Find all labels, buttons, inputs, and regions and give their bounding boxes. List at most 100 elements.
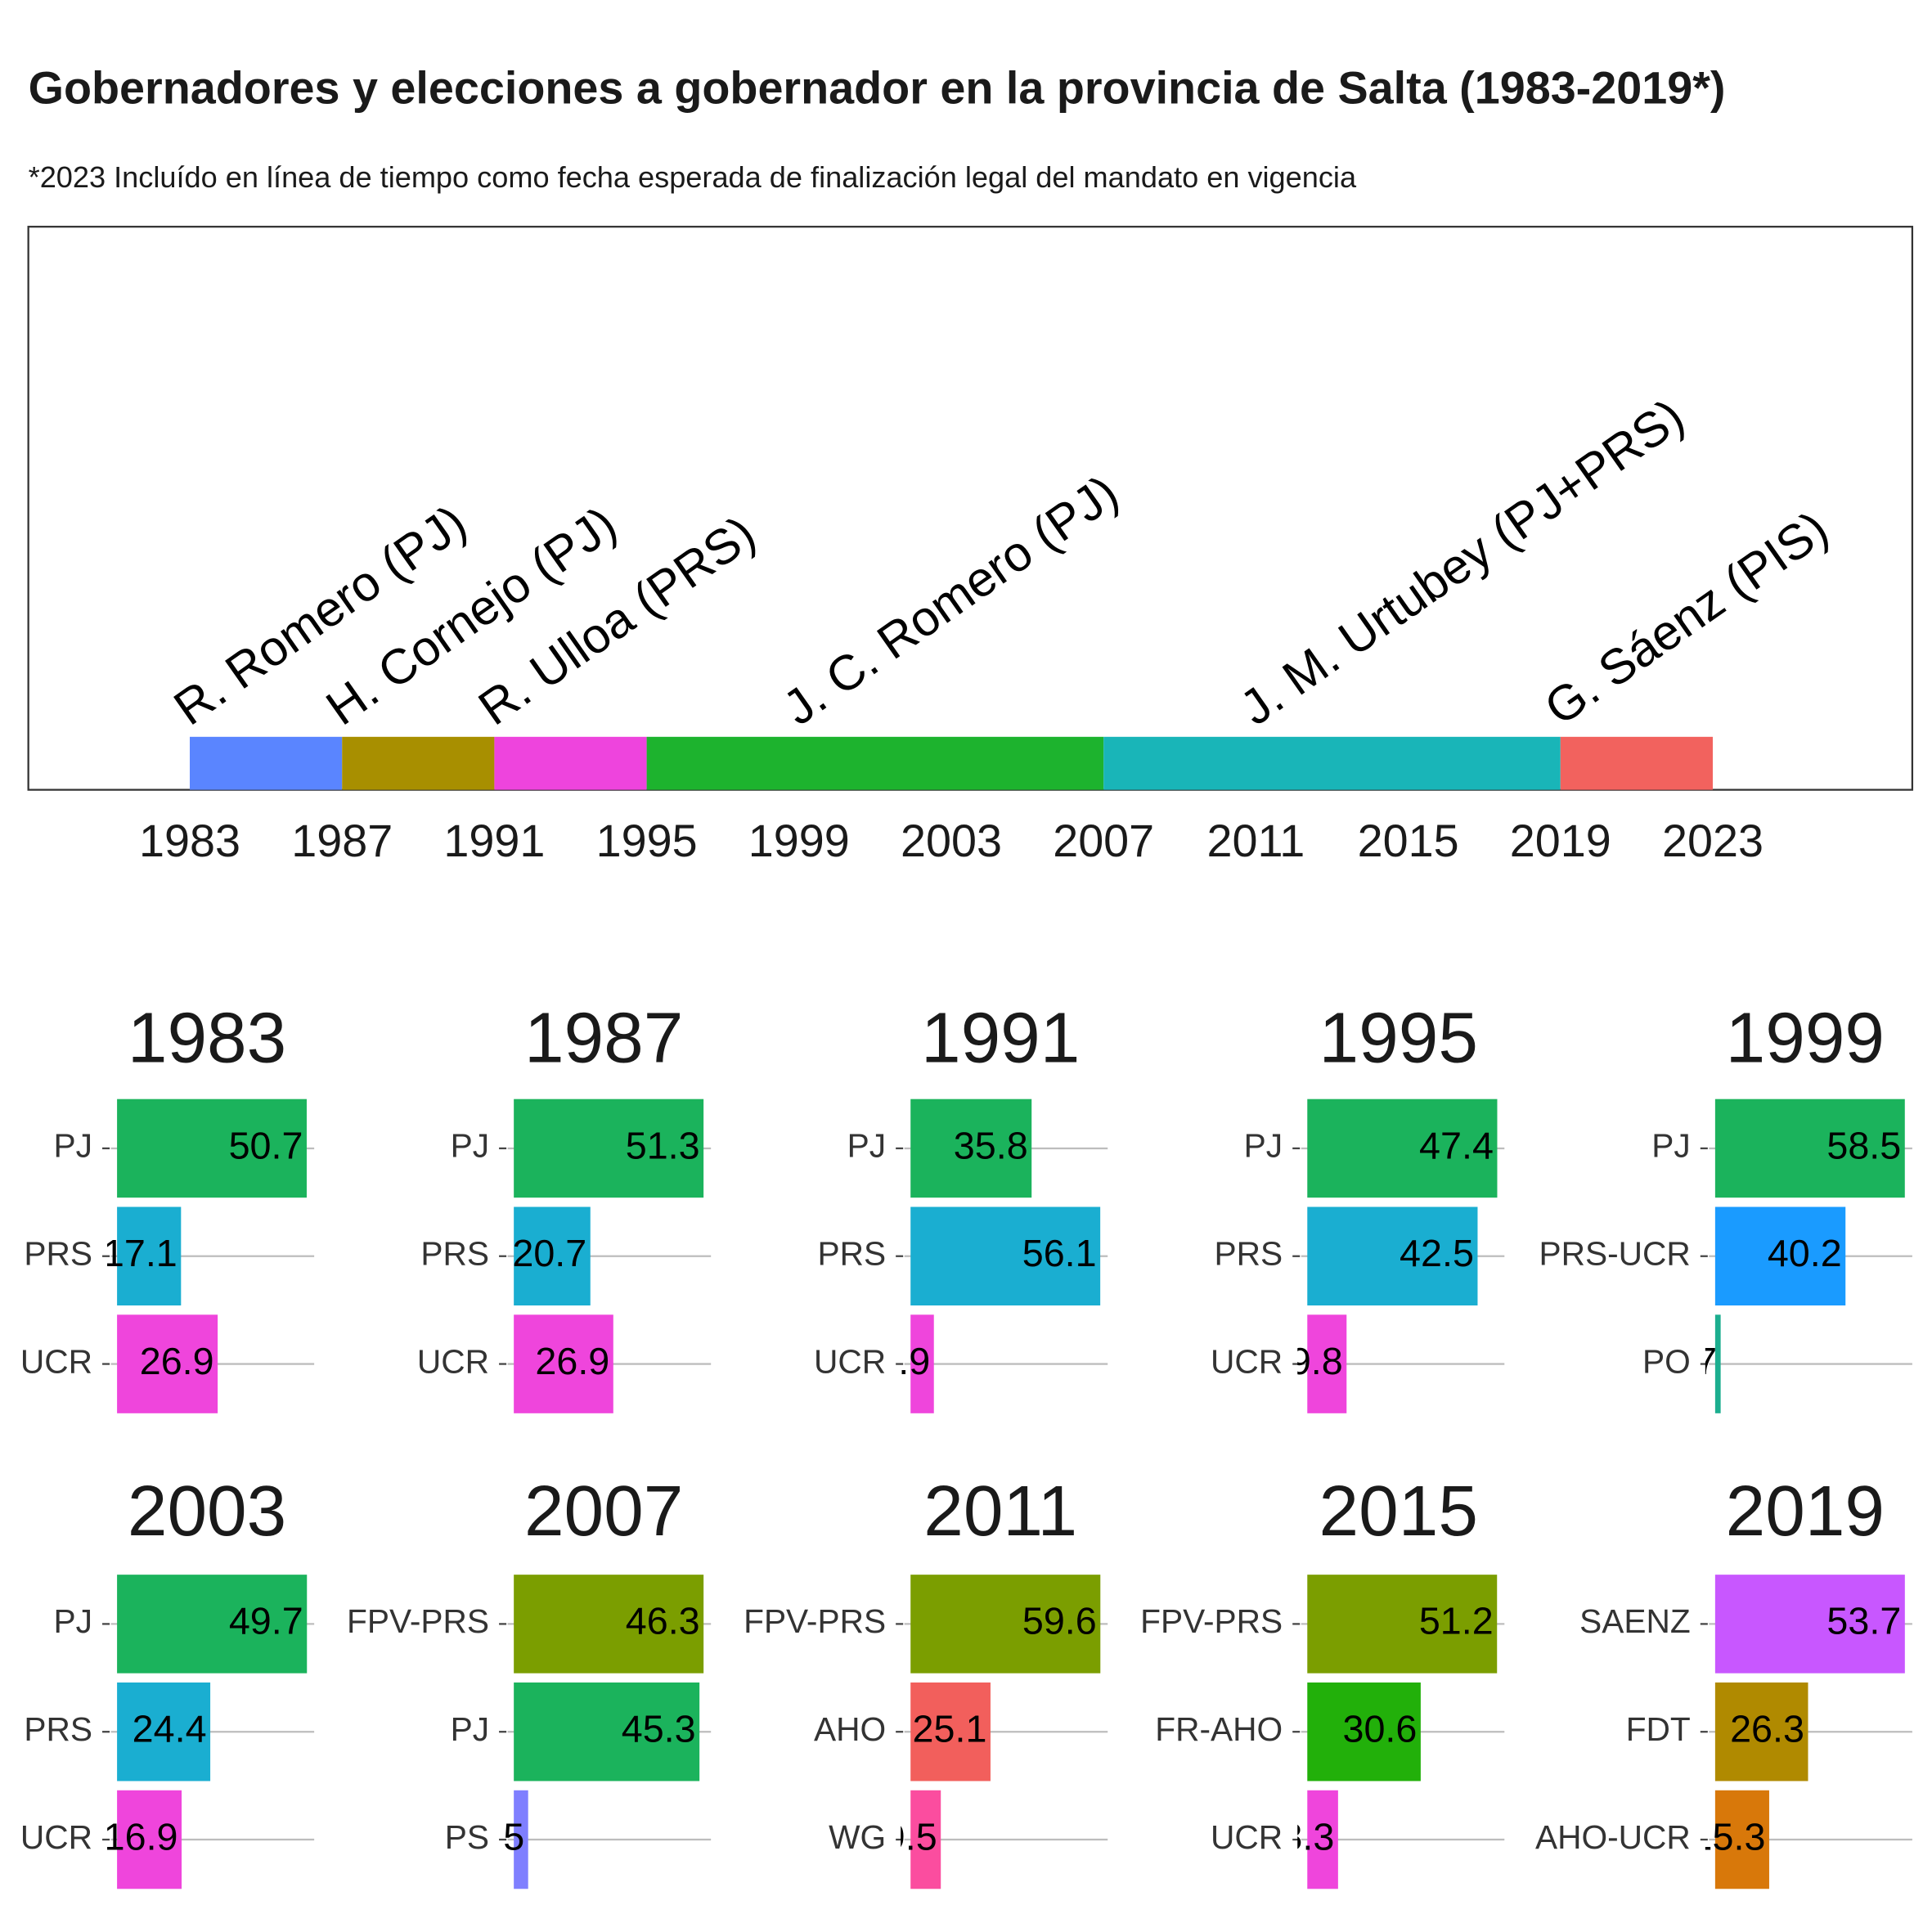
- category-label: UCR: [1211, 1342, 1283, 1380]
- bar: [117, 1314, 218, 1413]
- term-bar: [342, 736, 495, 790]
- bar: [1714, 1575, 1905, 1674]
- bar: [1307, 1575, 1498, 1674]
- small-multiple: 1987 PJ 51.3 PRS 20.7 UCR 26.9: [417, 997, 712, 1413]
- value-label: 26.3: [1730, 1708, 1804, 1750]
- chart-subtitle: *2023 Incluído en línea de tiempo como f…: [29, 160, 1357, 194]
- small-multiple: 1999 PJ 58.5 PRS-UCR 40.2 PO1.7: [1539, 997, 1912, 1413]
- x-tick-label: 1983: [139, 815, 240, 866]
- small-multiple: 2011 FPV-PRS 59.6 AHO 25.1 WG9.5: [744, 1471, 1108, 1889]
- bar: [1714, 1790, 1769, 1889]
- panel-title: 2015: [1319, 1471, 1478, 1551]
- category-label: UCR: [20, 1818, 92, 1856]
- value-label: 58.5: [1826, 1124, 1901, 1166]
- bar: [910, 1790, 941, 1889]
- small-multiple: 2003 PJ 49.7 PRS 24.4 UCR 16.9: [20, 1471, 315, 1889]
- value-label: 3.5: [471, 1815, 524, 1858]
- value-label: 51.2: [1419, 1600, 1494, 1642]
- value-label: 53.7: [1826, 1600, 1901, 1642]
- category-label: FDT: [1626, 1710, 1691, 1748]
- panel-title: 2007: [524, 1471, 683, 1551]
- value-label: 26.9: [535, 1340, 609, 1382]
- value-label: 16.9: [104, 1815, 178, 1858]
- term-bar: [494, 736, 647, 790]
- category-label: FPV-PRS: [1140, 1602, 1283, 1640]
- bar: [117, 1099, 307, 1198]
- category-label: WG: [829, 1818, 886, 1856]
- bar: [910, 1314, 934, 1413]
- x-tick-label: 2019: [1510, 815, 1611, 866]
- x-tick-label: 2015: [1358, 815, 1459, 866]
- value-label: 49.7: [229, 1600, 303, 1642]
- bar: [514, 1575, 704, 1674]
- bar: [1714, 1314, 1721, 1413]
- bar: [1714, 1099, 1905, 1198]
- category-label: PRS: [24, 1710, 92, 1748]
- x-tick-label: 1999: [748, 815, 850, 866]
- category-label: PJ: [451, 1710, 489, 1748]
- x-tick-label: 1995: [596, 815, 698, 866]
- x-tick-label: 1991: [443, 815, 545, 866]
- value-label: 47.4: [1419, 1124, 1494, 1166]
- term-bar: [646, 736, 1104, 790]
- timeline-panel: [27, 226, 1914, 791]
- value-label: 42.5: [1400, 1232, 1474, 1274]
- value-label: 59.6: [1022, 1600, 1097, 1642]
- panel-title: 2011: [923, 1471, 1077, 1551]
- category-label: FR-AHO: [1155, 1710, 1283, 1748]
- bar: [910, 1682, 991, 1781]
- small-multiple: 1983 PJ 50.7 PRS 17.1 UCR 26.9: [20, 997, 315, 1413]
- value-label: 15.3: [1692, 1815, 1766, 1858]
- governor-label: J. C. Romero (PJ): [773, 464, 1128, 735]
- panel-title: 2019: [1726, 1471, 1885, 1551]
- bar: [117, 1790, 182, 1889]
- value-label: 1.7: [1664, 1340, 1717, 1382]
- category-label: AHO: [814, 1710, 886, 1748]
- value-label: 51.3: [626, 1124, 700, 1166]
- bar: [117, 1575, 308, 1674]
- bar: [1307, 1099, 1498, 1198]
- value-label: 9.8: [1290, 1340, 1343, 1382]
- value-label: 40.2: [1768, 1232, 1842, 1274]
- small-multiple: 2007 FPV-PRS 46.3 PJ 45.3 PS3.5: [347, 1471, 712, 1889]
- bar: [910, 1206, 1101, 1306]
- category-label: AHO-UCR: [1535, 1818, 1691, 1856]
- category-label: PRS: [420, 1235, 489, 1273]
- bar: [117, 1682, 211, 1781]
- panel-title: 2003: [128, 1471, 286, 1551]
- category-label: UCR: [1211, 1818, 1283, 1856]
- x-tick-label: 2007: [1053, 815, 1154, 866]
- bar: [910, 1099, 1032, 1198]
- value-label: 56.1: [1022, 1232, 1097, 1274]
- bar: [1714, 1206, 1846, 1306]
- value-label: 46.3: [626, 1600, 700, 1642]
- bar: [910, 1575, 1101, 1674]
- panel-title: 1999: [1726, 997, 1885, 1077]
- category-label: FPV-PRS: [347, 1602, 489, 1640]
- category-label: PRS: [24, 1235, 92, 1273]
- term-bar: [1560, 736, 1713, 790]
- value-label: 45.3: [622, 1708, 696, 1750]
- category-label: PO: [1642, 1342, 1691, 1380]
- bar: [1307, 1790, 1338, 1889]
- value-label: 25.1: [913, 1708, 987, 1750]
- category-label: PJ: [1651, 1127, 1690, 1165]
- category-label: SAENZ: [1579, 1602, 1691, 1640]
- panel-title: 1987: [524, 997, 683, 1077]
- bar: [514, 1682, 700, 1781]
- category-label: PJ: [54, 1602, 92, 1640]
- category-label: PJ: [1244, 1127, 1283, 1165]
- value-label: 26.9: [140, 1340, 214, 1382]
- category-label: PRS: [817, 1235, 886, 1273]
- value-label: 20.7: [512, 1232, 586, 1274]
- category-label: UCR: [814, 1342, 886, 1380]
- bar: [1714, 1682, 1808, 1781]
- category-label: UCR: [417, 1342, 489, 1380]
- bar: [1307, 1682, 1421, 1781]
- x-tick-label: 2023: [1662, 815, 1764, 866]
- category-label: PS: [445, 1818, 489, 1856]
